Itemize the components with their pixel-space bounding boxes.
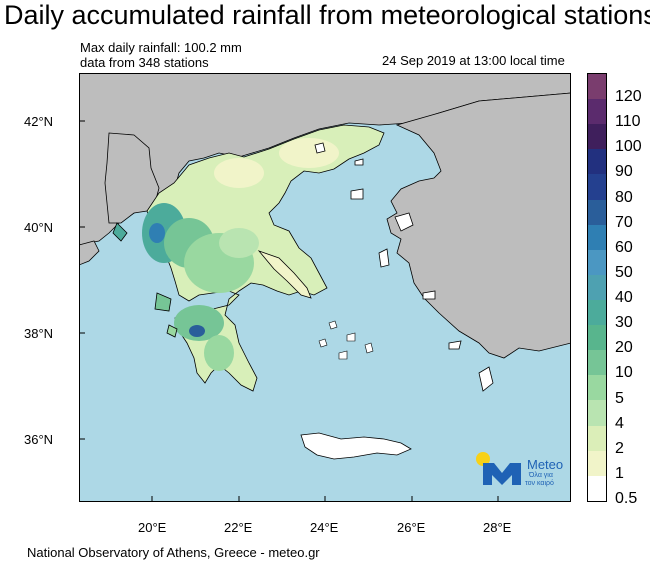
corfu-island	[112, 222, 128, 242]
colorbar-segment	[588, 249, 606, 275]
colorbar-segment	[588, 400, 606, 426]
colorbar-segment	[588, 375, 606, 401]
summary-info: Max daily rainfall: 100.2 mm data from 3…	[80, 40, 242, 70]
colorbar-label: 4	[615, 414, 624, 432]
colorbar-label: 80	[615, 188, 633, 206]
colorbar-segment	[588, 74, 606, 100]
colorbar-label: 5	[615, 389, 624, 407]
colorbar-segment	[588, 199, 606, 225]
colorbar-label: 0.5	[615, 490, 638, 507]
sun-icon	[476, 452, 490, 466]
colorbar-segment	[588, 124, 606, 150]
colorbar-label: 120	[615, 88, 642, 106]
italy-land	[79, 240, 100, 266]
cyclades-islands	[318, 320, 374, 360]
logo-slogan-2: τον καιρό	[525, 480, 554, 487]
colorbar-segment	[588, 350, 606, 376]
lat-label-40: 40°N	[24, 220, 54, 235]
crete-island	[300, 432, 412, 460]
samos-island	[422, 290, 436, 300]
colorbar-segment	[588, 299, 606, 326]
colorbar-label: 40	[615, 289, 633, 307]
map-title: Daily accumulated rainfall from meteorol…	[4, 0, 650, 30]
colorbar-segment	[588, 475, 606, 501]
lon-label-20: 20°E	[138, 520, 167, 535]
timestamp-text: 24 Sep 2019 at 13:00 local time	[382, 53, 565, 68]
logo-slogan-1: Όλα για	[529, 472, 553, 479]
lat-label-36: 36°N	[24, 432, 54, 447]
max-rainfall-text: Max daily rainfall: 100.2 mm	[80, 40, 242, 55]
lat-label-38: 38°N	[24, 326, 54, 341]
samothraki-island	[354, 158, 364, 166]
station-count-text: data from 348 stations	[80, 55, 209, 70]
rhodes-island	[478, 366, 494, 392]
m-letter-icon	[483, 463, 521, 485]
colorbar-segment	[588, 274, 606, 300]
colorbar-label: 90	[615, 163, 633, 181]
colorbar-segment	[588, 174, 606, 200]
colorbar-segment	[588, 99, 606, 125]
lon-label-26: 26°E	[397, 520, 426, 535]
lesvos-island	[394, 212, 414, 232]
chios-island	[378, 248, 390, 268]
colorbar-label: 60	[615, 238, 633, 256]
thasos-island	[314, 142, 326, 154]
colorbar-label: 10	[615, 364, 633, 382]
colorbar-segment	[588, 450, 606, 476]
kos-island	[448, 340, 462, 350]
colorbar-label: 70	[615, 213, 633, 231]
kefalonia-island	[154, 292, 172, 312]
lon-label-28: 28°E	[483, 520, 512, 535]
albania-land	[104, 132, 160, 224]
colorbar-segment	[588, 425, 606, 451]
colorbar-label: 2	[615, 439, 624, 457]
colorbar-segment	[588, 149, 606, 175]
colorbar-label: 50	[615, 263, 633, 281]
colorbar-label: 1	[615, 464, 624, 482]
rainfall-map	[79, 73, 571, 502]
lon-label-24: 24°E	[310, 520, 339, 535]
lon-label-22: 22°E	[224, 520, 253, 535]
lemnos-island	[350, 188, 364, 200]
meteo-logo	[476, 452, 521, 485]
colorbar-label: 100	[615, 138, 642, 156]
logo-name: Meteo	[527, 457, 564, 472]
colorbar-segment	[588, 224, 606, 250]
colorbar-label: 110	[615, 113, 641, 131]
zakynthos-island	[166, 324, 178, 338]
colorbar-label: 20	[615, 339, 633, 357]
lat-label-42: 42°N	[24, 114, 54, 129]
colorbar	[587, 73, 607, 502]
footer-credit: National Observatory of Athens, Greece -…	[27, 545, 320, 560]
colorbar-label: 30	[615, 314, 633, 332]
evia-island	[257, 250, 312, 299]
colorbar-segment	[588, 325, 606, 351]
